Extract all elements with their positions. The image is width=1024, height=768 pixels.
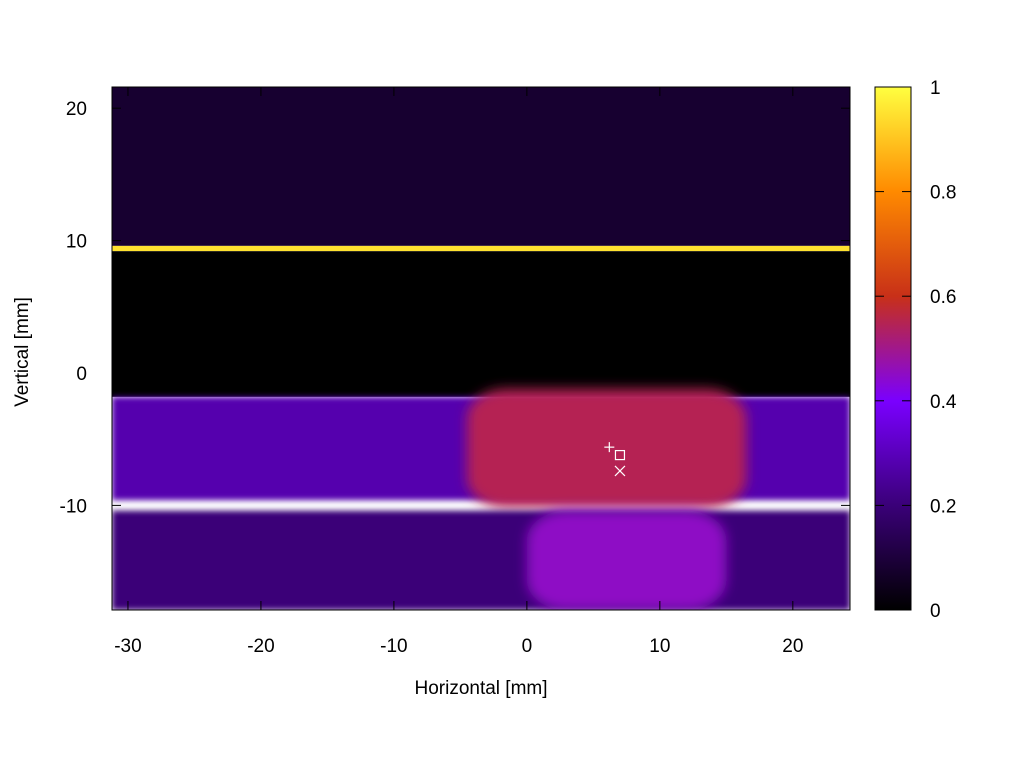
heatmap-plot-area [112,87,850,610]
colorbar-tick-label: 0.8 [930,183,956,204]
x-tick-label: -30 [114,636,141,657]
colorbar-ticks: 0 0.2 0.4 0.6 0.8 1 [875,78,957,622]
colorbar-tick-label: 0.6 [930,287,956,308]
plot-frame [111,86,851,611]
heatmap-region-bright-edge-line [112,245,850,252]
heatmap-region-lower-band [112,510,850,610]
y-axis-ticks: -10 0 10 20 [60,99,850,517]
colorbar-tick-label: 1 [930,78,941,99]
y-tick-label: -10 [60,496,87,517]
y-tick-label: 0 [76,364,87,385]
x-tick-label: 0 [522,636,533,657]
heatmap-region-beam-core [467,388,747,509]
marker-square [614,449,626,461]
colorbar-tick-label: 0 [930,601,941,622]
colorbar-tick-label: 0.4 [930,392,957,413]
y-tick-label: 10 [66,232,87,253]
heatmap-region-upper-band [112,87,850,246]
x-tick-label: -20 [247,636,274,657]
y-tick-label: 20 [66,99,87,120]
x-tick-label: 20 [782,636,803,657]
marker-cross [614,465,626,477]
x-tick-label: -10 [380,636,407,657]
heatmap-region-dark-gap [112,251,850,397]
colorbar [874,86,912,611]
x-axis-ticks: -30 -20 -10 0 10 20 [114,87,803,657]
heatmap-region-lower-core [526,510,727,610]
markers-layer [604,442,626,477]
marker-plus [604,442,615,453]
x-tick-label: 10 [649,636,670,657]
x-axis-title: Horizontal [mm] [414,678,547,699]
y-axis-title: Vertical [mm] [12,297,33,407]
colorbar-tick-label: 0.2 [930,496,956,517]
